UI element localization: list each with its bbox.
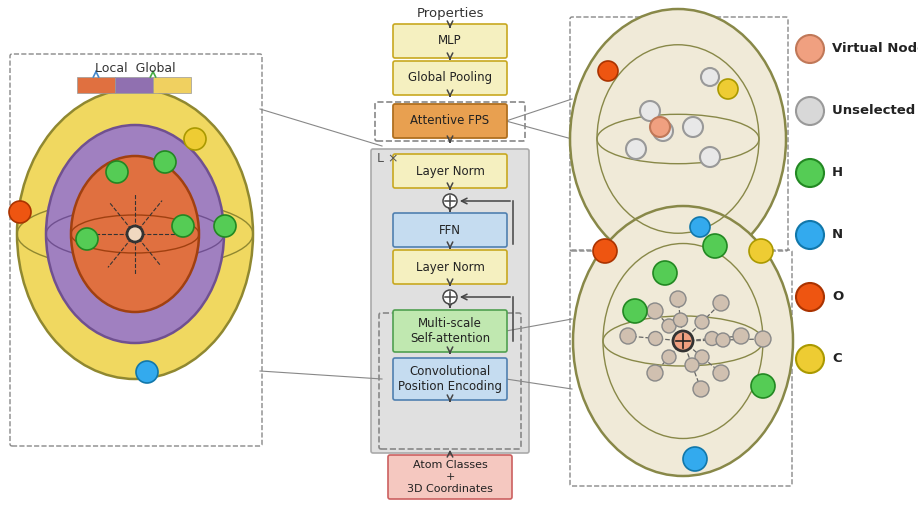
Circle shape [127,226,143,242]
FancyBboxPatch shape [115,77,153,93]
FancyBboxPatch shape [393,310,507,352]
Circle shape [647,303,663,319]
Circle shape [796,345,824,373]
Circle shape [106,161,128,183]
Circle shape [796,221,824,249]
Circle shape [683,447,707,471]
Circle shape [623,299,647,323]
Circle shape [690,217,710,237]
Circle shape [443,194,457,208]
FancyBboxPatch shape [393,250,507,284]
Text: N: N [832,228,843,241]
Circle shape [718,79,738,99]
Text: Atom Classes
+
3D Coordinates: Atom Classes + 3D Coordinates [407,460,493,494]
Circle shape [443,290,457,304]
Circle shape [749,239,773,263]
Circle shape [733,328,749,344]
Circle shape [648,332,663,346]
Text: Global Pooling: Global Pooling [408,72,492,85]
FancyBboxPatch shape [10,54,262,446]
Ellipse shape [71,156,199,312]
Circle shape [683,117,703,137]
Circle shape [653,261,677,285]
FancyBboxPatch shape [388,455,512,499]
Circle shape [673,331,693,351]
Ellipse shape [17,89,253,379]
Text: C: C [832,352,842,365]
FancyBboxPatch shape [393,24,507,58]
Ellipse shape [573,206,793,476]
Circle shape [701,68,719,86]
Circle shape [796,97,824,125]
FancyBboxPatch shape [393,358,507,400]
Circle shape [670,291,686,307]
FancyBboxPatch shape [77,77,115,93]
Text: Attentive FPS: Attentive FPS [410,115,489,128]
Text: L ×: L × [377,153,398,166]
Circle shape [647,365,663,381]
Circle shape [716,333,730,347]
Text: Layer Norm: Layer Norm [416,261,485,274]
Circle shape [796,283,824,311]
Circle shape [674,313,688,327]
Circle shape [693,381,709,397]
FancyBboxPatch shape [393,104,507,138]
Text: Multi-scale
Self-attention: Multi-scale Self-attention [410,317,490,345]
Circle shape [172,215,194,237]
FancyBboxPatch shape [393,213,507,247]
Circle shape [184,128,206,150]
Circle shape [703,234,727,258]
Circle shape [695,315,709,329]
Circle shape [136,361,158,383]
Circle shape [626,139,646,159]
Circle shape [9,201,31,223]
Ellipse shape [570,9,786,269]
Text: Properties: Properties [416,7,484,20]
FancyBboxPatch shape [393,61,507,95]
Circle shape [214,215,236,237]
Text: FFN: FFN [439,224,461,237]
Circle shape [76,228,98,250]
Text: O: O [832,291,844,304]
Circle shape [598,61,618,81]
Text: MLP: MLP [438,34,462,48]
Text: H: H [832,167,843,180]
Circle shape [751,374,775,398]
Circle shape [755,331,771,347]
Circle shape [796,35,824,63]
FancyBboxPatch shape [393,154,507,188]
Circle shape [713,295,729,311]
Circle shape [620,328,636,344]
Circle shape [700,147,720,167]
Circle shape [705,332,719,346]
FancyBboxPatch shape [371,149,529,453]
Circle shape [662,350,676,364]
Circle shape [685,358,699,372]
Circle shape [154,151,176,173]
Circle shape [695,350,709,364]
FancyBboxPatch shape [153,77,191,93]
Text: Convolutional
Position Encoding: Convolutional Position Encoding [398,365,502,393]
Circle shape [796,159,824,187]
Circle shape [650,117,670,137]
Text: Unselected Node: Unselected Node [832,104,918,117]
Circle shape [713,365,729,381]
Text: Virtual Node: Virtual Node [832,43,918,56]
Circle shape [593,239,617,263]
Ellipse shape [46,125,224,343]
Text: Local  Global: Local Global [95,62,175,75]
Circle shape [653,121,673,141]
Circle shape [640,101,660,121]
Text: Layer Norm: Layer Norm [416,165,485,177]
Circle shape [662,319,676,333]
